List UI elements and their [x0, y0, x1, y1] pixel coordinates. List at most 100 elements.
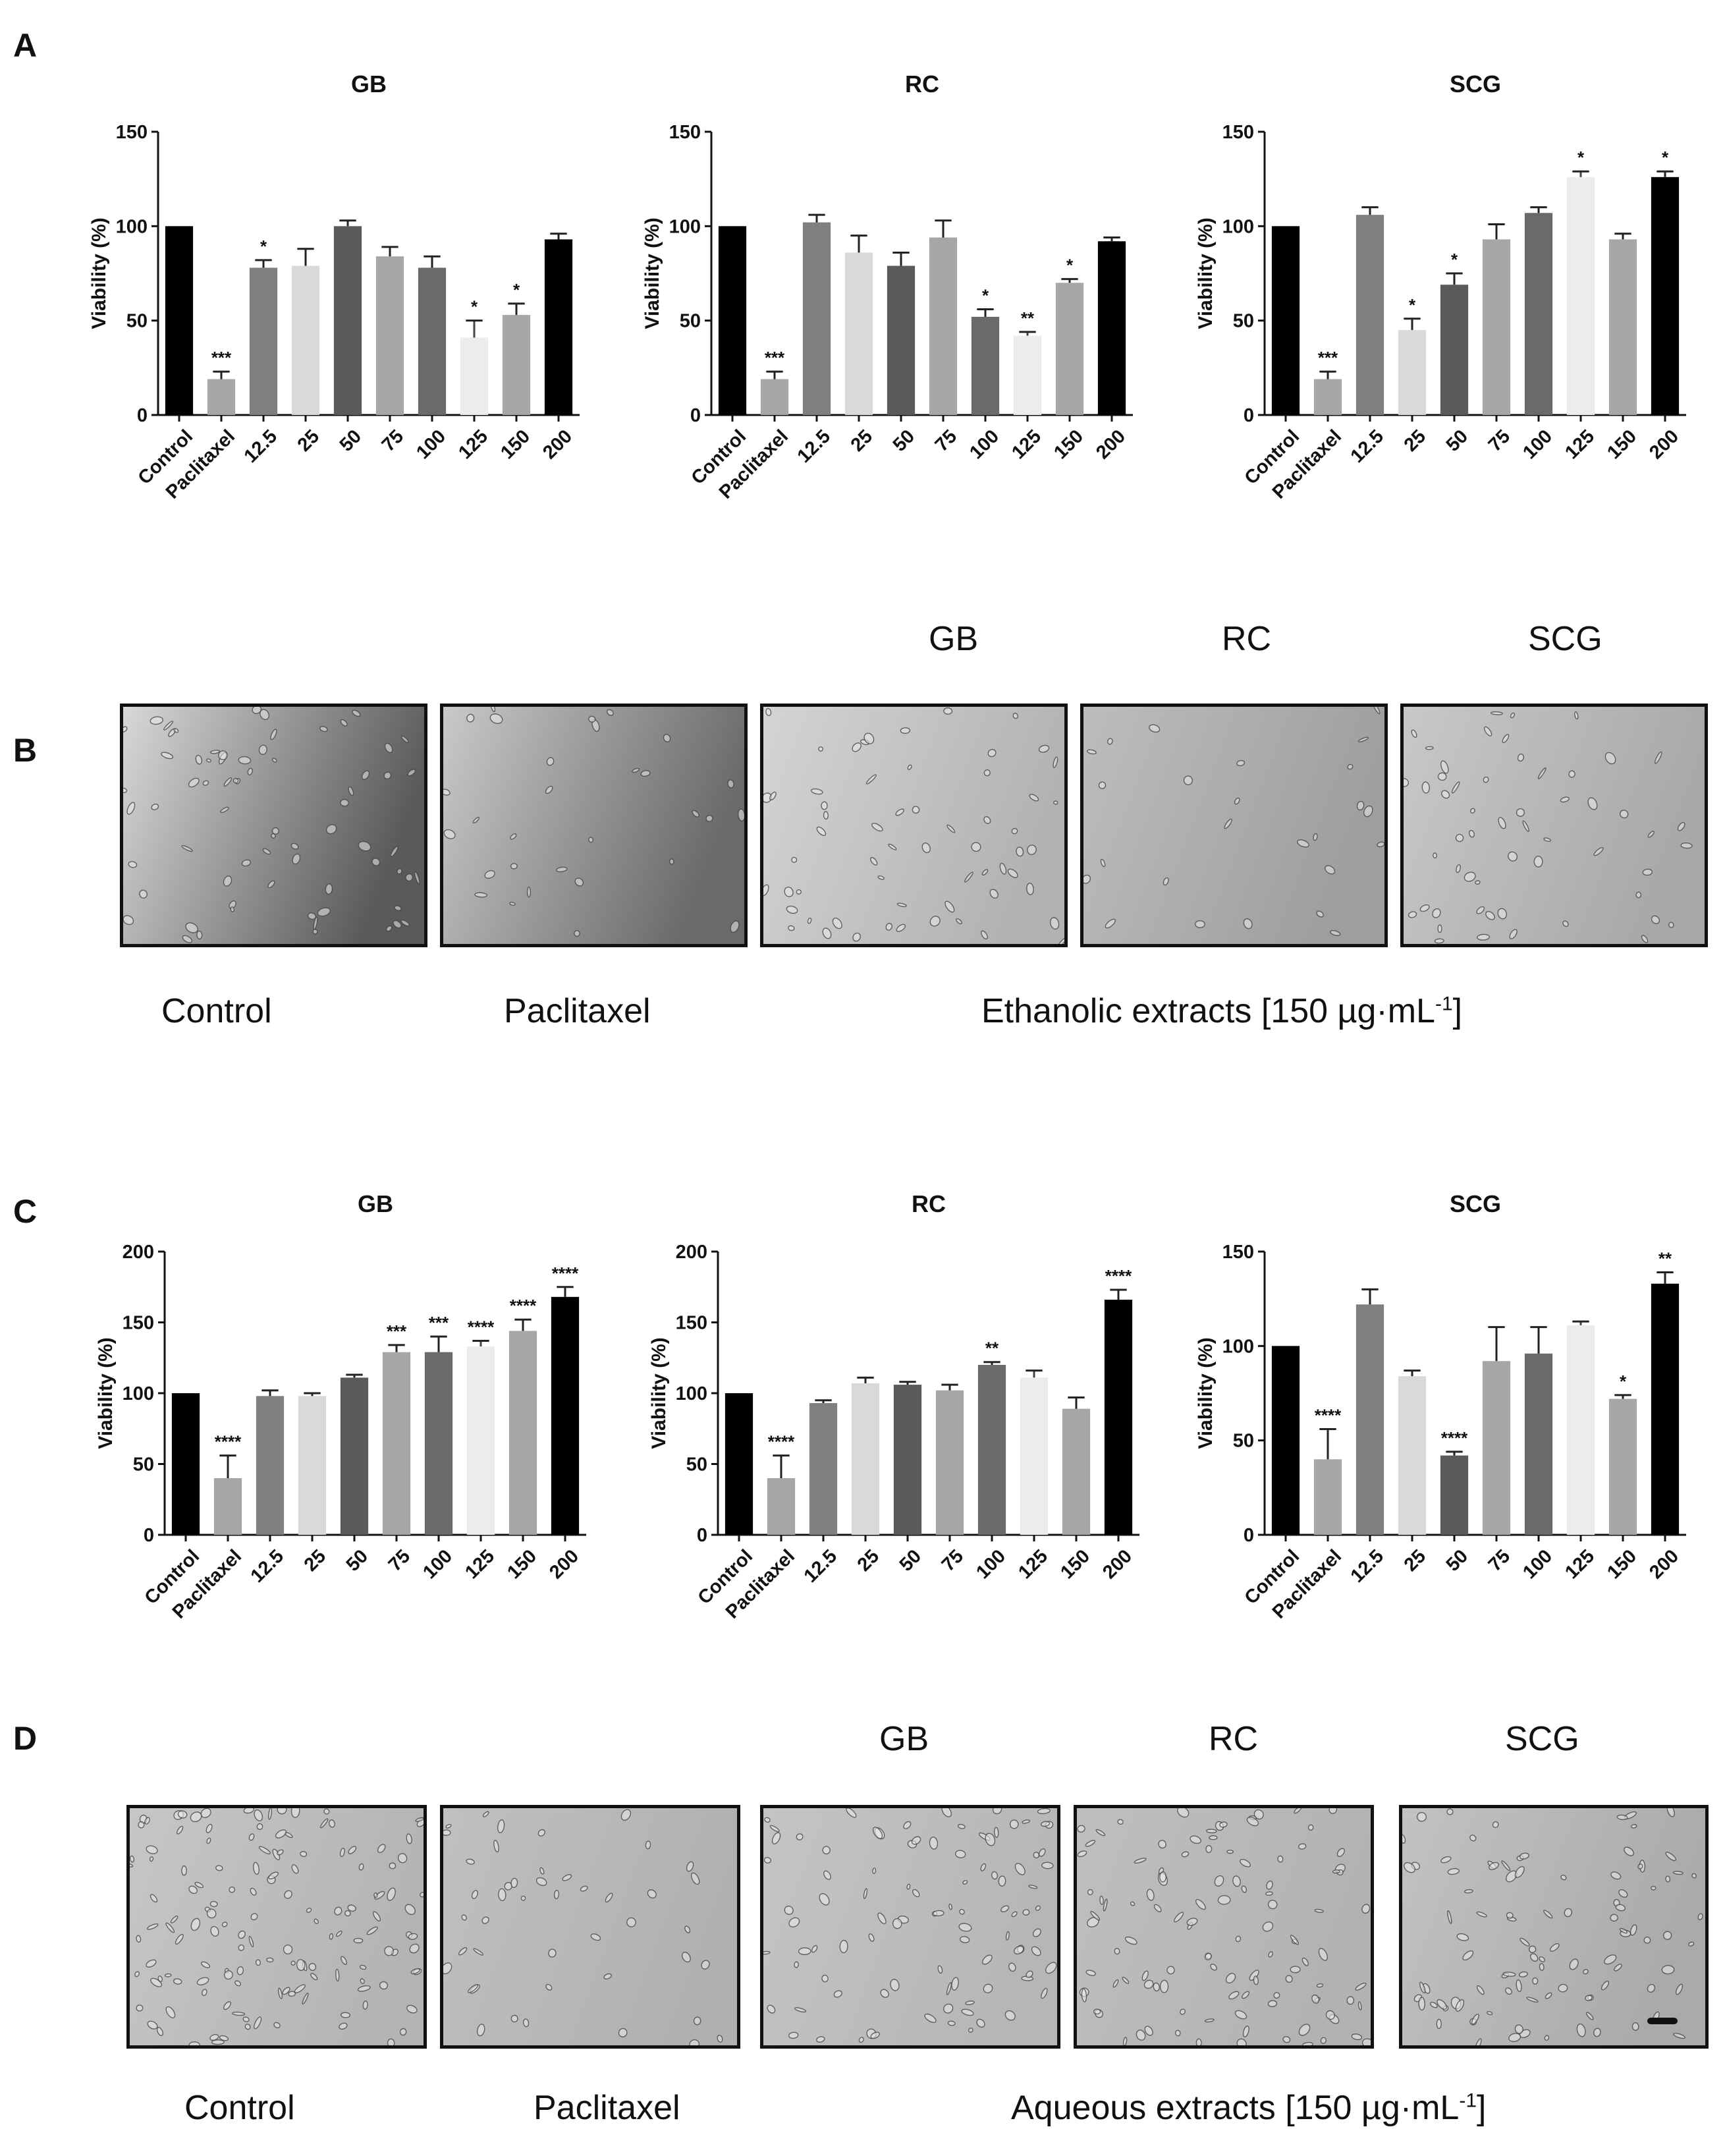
cell-shape	[574, 877, 584, 887]
bar	[929, 237, 958, 415]
cell-shape	[243, 1808, 255, 1814]
micrograph-texture	[1404, 707, 1705, 944]
cell-shape	[1026, 1970, 1033, 1978]
cell-shape	[150, 716, 163, 725]
cell-shape	[983, 769, 991, 777]
y-tick-label: 50	[1233, 311, 1254, 332]
cell-shape	[1471, 2013, 1479, 2025]
cell-shape	[175, 1933, 184, 1945]
bar	[460, 337, 489, 415]
cell-shape	[929, 1837, 939, 1850]
bar	[725, 1393, 753, 1535]
cell-shape	[1476, 1911, 1487, 1918]
cell-shape	[1028, 1885, 1038, 1889]
cell-shape	[194, 1881, 204, 1889]
cell-shape	[522, 2018, 530, 2028]
cell-shape	[1290, 1966, 1301, 1974]
cell-shape	[1475, 2038, 1482, 2045]
cell-shape	[811, 788, 823, 795]
cell-shape	[1056, 937, 1064, 944]
cell-shape	[863, 1888, 868, 1899]
cell-shape	[1357, 2001, 1362, 2010]
cell-shape	[896, 902, 907, 908]
cell-shape	[1219, 1821, 1228, 1828]
cell-shape	[340, 2012, 351, 2018]
cell-shape	[823, 811, 829, 820]
cell-shape	[1045, 1962, 1057, 1974]
b-caption-control: Control	[161, 992, 272, 1030]
micrograph-b-rc	[1080, 704, 1388, 947]
cell-shape	[498, 1888, 507, 1902]
cell-shape	[1421, 781, 1430, 794]
cell-shape	[466, 713, 475, 723]
cell-shape	[371, 858, 381, 866]
cell-shape	[200, 1808, 211, 1819]
cell-shape	[223, 875, 233, 887]
cell-shape	[1285, 1975, 1293, 1983]
cell-shape	[1038, 744, 1050, 753]
x-tick-label: 25	[847, 426, 877, 455]
cell-shape	[1160, 1979, 1169, 1993]
cell-shape	[190, 1918, 201, 1931]
cell-shape	[947, 2020, 956, 2026]
cell-shape	[794, 2007, 807, 2013]
cell-shape	[1477, 933, 1491, 941]
cell-shape	[999, 862, 1007, 875]
cell-shape	[822, 1846, 831, 1855]
cell-shape	[1040, 1821, 1051, 1827]
cell-shape	[921, 843, 931, 854]
cell-shape	[377, 1844, 386, 1854]
cell-shape	[1149, 724, 1161, 733]
cell-shape	[1009, 1819, 1019, 1829]
cell-shape	[877, 1912, 887, 1925]
cell-shape	[1236, 2038, 1247, 2045]
cell-shape	[151, 804, 159, 810]
cell-shape	[959, 1908, 965, 1915]
cell-shape	[136, 1935, 142, 1943]
cell-shape	[300, 1851, 308, 1857]
cell-shape	[195, 754, 203, 765]
cell-shape	[1501, 1860, 1511, 1871]
cell-shape	[545, 785, 553, 794]
cell-shape	[769, 791, 777, 801]
cell-shape	[177, 1825, 184, 1835]
cell-shape	[937, 1965, 943, 1974]
cell-shape	[1011, 828, 1018, 835]
bar	[1097, 241, 1126, 415]
cell-shape	[605, 1893, 613, 1903]
cell-shape	[165, 2006, 176, 2018]
cell-shape	[1537, 767, 1547, 779]
cell-shape	[247, 767, 253, 776]
cell-shape	[796, 1833, 804, 1840]
cell-shape	[290, 843, 299, 850]
cell-shape	[310, 1973, 318, 1981]
cell-shape	[182, 935, 193, 943]
cell-shape	[415, 1817, 424, 1822]
cell-shape	[221, 1921, 228, 1927]
cell-shape	[1408, 911, 1417, 918]
cell-shape	[461, 1914, 468, 1921]
cell-shape	[146, 1959, 157, 1968]
cell-shape	[384, 742, 393, 754]
y-tick-label: 200	[676, 1242, 707, 1263]
significance-label: *	[982, 285, 989, 305]
cell-shape	[128, 861, 138, 868]
micrograph-b-gb	[760, 704, 1068, 947]
cell-shape	[1027, 844, 1037, 855]
cell-shape	[1316, 910, 1324, 918]
bar	[1271, 226, 1300, 415]
cell-shape	[256, 1823, 263, 1830]
y-axis-label: Viability (%)	[1195, 217, 1217, 329]
cell-shape	[292, 853, 301, 865]
y-tick-label: 150	[669, 122, 701, 143]
cell-shape	[1510, 712, 1516, 719]
x-tick-label: 50	[342, 1545, 372, 1575]
cell-shape	[1498, 817, 1506, 829]
cell-shape	[1404, 1862, 1415, 1873]
cell-shape	[951, 1977, 959, 1991]
cell-shape	[150, 1894, 158, 1903]
cell-shape	[618, 2028, 628, 2037]
significance-label: *	[513, 280, 520, 300]
cell-shape	[1404, 778, 1410, 787]
